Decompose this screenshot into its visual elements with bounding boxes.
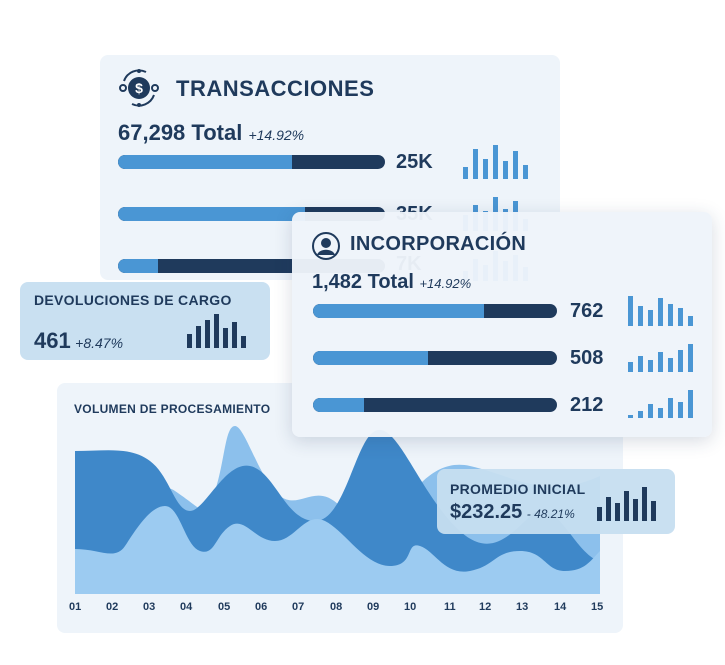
x-tick-label: 15 [591, 601, 604, 613]
devoluciones-change: +8.47% [75, 335, 124, 351]
user-icon [312, 232, 340, 260]
x-tick-label: 01 [69, 601, 82, 613]
promedio-change: - 48.21% [526, 507, 575, 521]
volumen-area-chart [75, 426, 600, 594]
incorporacion-spark-2 [628, 342, 693, 372]
promedio-title: PROMEDIO INICIAL [450, 481, 586, 497]
incorporacion-card: INCORPORACIÓN 1,482 Total +14.92% 762 50… [292, 212, 712, 437]
transacciones-spark-1 [463, 143, 528, 179]
incorporacion-title: INCORPORACIÓN [350, 233, 527, 255]
x-tick-label: 10 [404, 601, 417, 613]
incorporacion-bar-3 [313, 398, 557, 412]
incorporacion-spark-1 [628, 294, 693, 326]
incorporacion-value-1: 762 [570, 300, 604, 322]
incorporacion-bar-2 [313, 351, 557, 365]
volumen-title: VOLUMEN DE PROCESAMIENTO [74, 402, 271, 416]
x-tick-label: 09 [367, 601, 380, 613]
incorporacion-bar-1 [313, 304, 557, 318]
promedio-value: $232.25 [450, 501, 523, 523]
transacciones-bar-1 [118, 155, 385, 169]
x-tick-label: 05 [218, 601, 231, 613]
x-tick-label: 12 [479, 601, 492, 613]
x-tick-label: 04 [180, 601, 193, 613]
x-tick-label: 08 [330, 601, 343, 613]
x-tick-label: 02 [106, 601, 119, 613]
devoluciones-value-line: 461 +8.47% [34, 328, 123, 354]
promedio-card: PROMEDIO INICIAL $232.25 - 48.21% [437, 469, 675, 534]
x-tick-label: 06 [255, 601, 268, 613]
incorporacion-change: +14.92% [419, 276, 472, 291]
x-tick-label: 03 [143, 601, 156, 613]
x-tick-label: 13 [516, 601, 529, 613]
incorporacion-value-3: 212 [570, 394, 604, 416]
promedio-value-line: $232.25 - 48.21% [450, 501, 575, 524]
incorporacion-total: 1,482 Total [312, 271, 414, 293]
incorporacion-spark-3 [628, 388, 693, 418]
incorporacion-total-line: 1,482 Total +14.92% [312, 271, 471, 294]
devoluciones-spark [187, 314, 246, 348]
transacciones-change: +14.92% [248, 127, 305, 143]
svg-text:$: $ [135, 80, 143, 96]
transacciones-title: TRANSACCIONES [176, 76, 375, 101]
volumen-x-axis: 01 02 03 04 05 06 07 08 09 10 11 12 13 1… [57, 601, 623, 615]
promedio-spark [597, 487, 656, 521]
volumen-series-front [75, 506, 600, 594]
devoluciones-title: DEVOLUCIONES DE CARGO [34, 292, 232, 308]
transacciones-value-1: 25K [396, 151, 433, 173]
transacciones-total-line: 67,298 Total +14.92% [118, 120, 304, 146]
dollar-exchange-icon: $ [118, 67, 160, 109]
devoluciones-value: 461 [34, 328, 71, 353]
devoluciones-card: DEVOLUCIONES DE CARGO 461 +8.47% [20, 282, 270, 360]
incorporacion-value-2: 508 [570, 347, 604, 369]
transacciones-total: 67,298 Total [118, 120, 243, 145]
x-tick-label: 11 [444, 601, 456, 613]
x-tick-label: 07 [292, 601, 305, 613]
x-tick-label: 14 [554, 601, 567, 613]
